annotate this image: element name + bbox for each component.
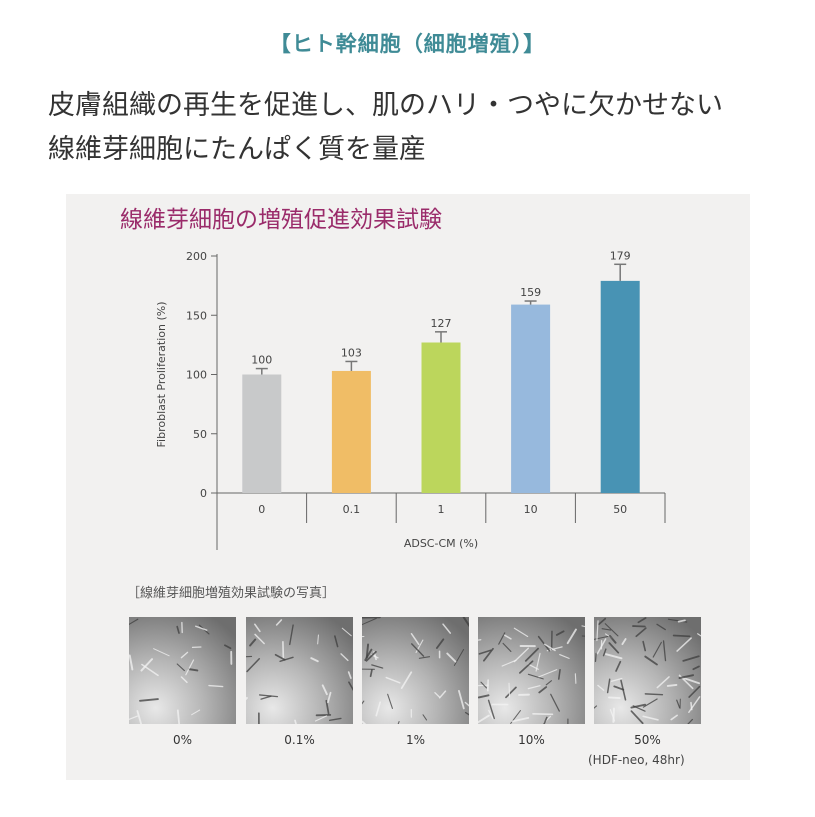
data-label: 159 xyxy=(520,286,541,299)
cell-photo-image xyxy=(478,617,585,724)
photo-label: 1% xyxy=(405,733,426,747)
lead-line-1: 皮膚組織の再生を促進し、肌のハリ・つやに欠かせない xyxy=(48,90,723,121)
bar xyxy=(421,342,461,493)
photo-label: 0.1% xyxy=(284,733,315,747)
bar xyxy=(511,304,551,493)
y-axis-label: Fibroblast Proliferation (%) xyxy=(155,302,168,448)
x-axis-label: ADSC-CM (%) xyxy=(404,537,478,550)
x-tick-label: 0.1 xyxy=(343,503,361,516)
cell-photo-image xyxy=(362,617,469,724)
cell-photo-1 xyxy=(246,617,353,724)
cell-photo-0 xyxy=(129,617,236,724)
bar xyxy=(242,374,282,493)
section-heading: 【ヒト幹細胞（細胞増殖）】 xyxy=(269,32,546,56)
photo-label: 0% xyxy=(172,733,193,747)
data-label: 127 xyxy=(431,317,452,330)
y-tick-label: 0 xyxy=(200,487,207,500)
cell-photo-2 xyxy=(362,617,469,724)
x-tick-label: 0 xyxy=(258,503,265,516)
cell-photo-4 xyxy=(594,617,701,724)
x-tick-label: 10 xyxy=(524,503,538,516)
lead-line-2: 線維芽細胞にたんぱく質を量産 xyxy=(48,134,426,165)
photo-note: (HDF-neo, 48hr) xyxy=(588,753,685,767)
cell-photo-3 xyxy=(478,617,585,724)
y-tick-label: 50 xyxy=(193,428,207,441)
cell-photo-image xyxy=(594,617,701,724)
photo-label: 10% xyxy=(518,733,545,747)
bar xyxy=(600,280,640,493)
y-tick-label: 200 xyxy=(186,250,207,263)
cell-photo-image xyxy=(129,617,236,724)
data-label: 179 xyxy=(610,249,631,262)
data-label: 103 xyxy=(341,346,362,359)
cell-photo-image xyxy=(246,617,353,724)
y-tick-label: 100 xyxy=(186,369,207,382)
x-tick-label: 1 xyxy=(438,503,445,516)
y-tick-label: 150 xyxy=(186,309,207,322)
bar xyxy=(331,370,371,493)
photo-label: 50% xyxy=(634,733,661,747)
photo-caption: ［線維芽細胞増殖効果試験の写真］ xyxy=(127,586,336,601)
chart-title: 線維芽細胞の増殖促進効果試験 xyxy=(120,207,442,233)
data-label: 100 xyxy=(251,354,272,367)
lead-text: 皮膚組織の再生を促進し、肌のハリ・つやに欠かせない 線維芽細胞にたんぱく質を量産 xyxy=(48,84,788,172)
x-tick-label: 50 xyxy=(613,503,627,516)
